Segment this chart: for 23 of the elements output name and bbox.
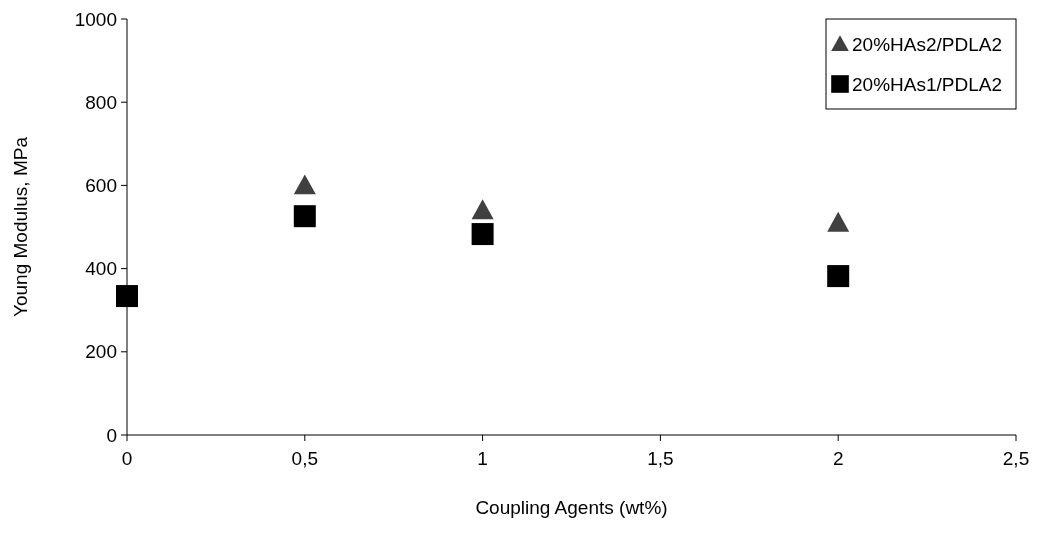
x-tick-label: 2 xyxy=(832,448,844,469)
x-tick-label: 0 xyxy=(121,448,133,469)
y-tick-label: 1000 xyxy=(74,8,117,30)
y-axis-title: Young Modulus, MPa xyxy=(10,136,31,317)
x-tick-label: 0,5 xyxy=(291,448,319,469)
y-tick-label: 200 xyxy=(85,341,117,363)
point xyxy=(471,199,494,220)
point xyxy=(471,223,494,246)
legend-label: 20%HAs2/PDLA2 xyxy=(852,33,1002,55)
y-tick-label: 0 xyxy=(106,424,117,446)
y-tick-label: 800 xyxy=(85,91,117,113)
x-tick-label: 2,5 xyxy=(1002,448,1030,469)
point xyxy=(116,285,138,308)
x-axis-title: Coupling Agents (wt%) xyxy=(475,497,668,518)
x-tick-label: 1,5 xyxy=(647,448,674,469)
legend-label: 20%HAs1/PDLA2 xyxy=(852,73,1002,95)
y-tick-label: 600 xyxy=(85,175,117,197)
x-tick-label: 1 xyxy=(477,448,488,469)
point xyxy=(827,211,850,232)
point xyxy=(827,265,850,288)
point xyxy=(293,205,316,228)
y-tick-label: 400 xyxy=(85,258,117,280)
point xyxy=(293,174,316,195)
